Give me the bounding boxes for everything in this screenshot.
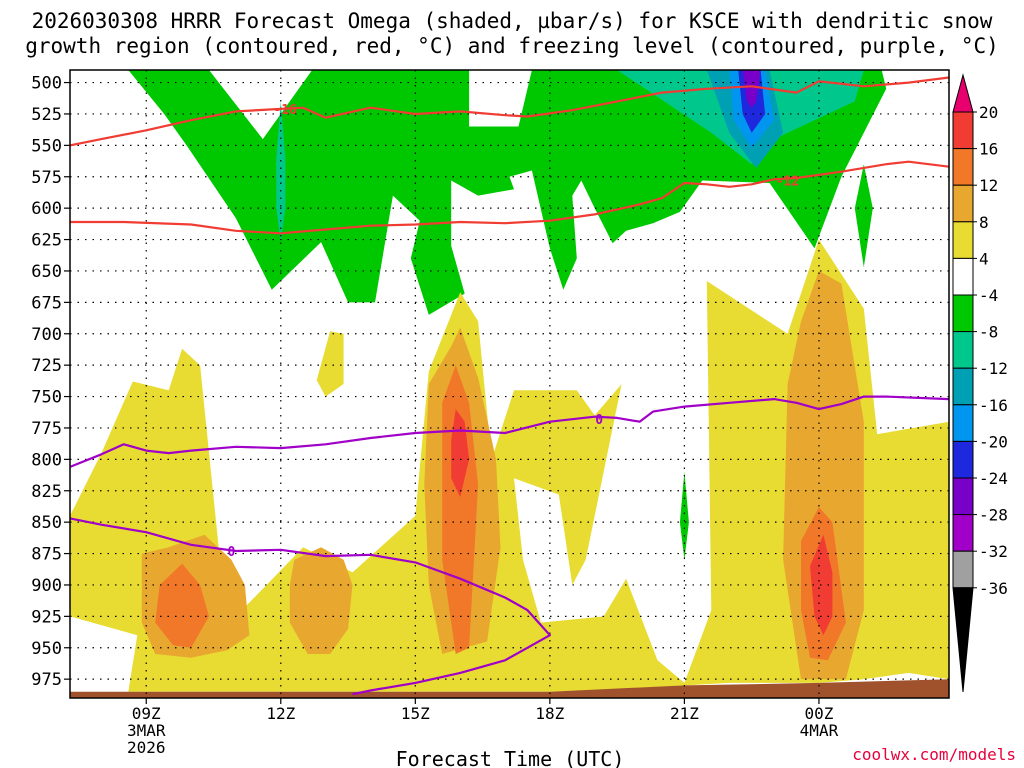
omega-region-green-0 [128,70,887,315]
x-tick-label-12-0: 12Z [266,704,295,723]
colorbar-label-3: 8 [979,213,989,232]
y-tick-label-950: 950 [31,639,62,659]
colorbar-swatch-8 [952,367,974,406]
y-tick-label-875: 875 [31,545,62,565]
contour-label-dgz-m12: -12 [776,175,799,190]
colorbar-swatch-11 [952,477,974,516]
x-tick-label-9-2: 2026 [127,738,166,757]
omega-region-gold-12 [289,547,353,654]
contour-frz-0-lower [70,517,552,696]
y-tick-label-700: 700 [31,325,62,345]
y-tick-label-575: 575 [31,168,62,188]
terrain-fill [70,679,949,698]
colorbar-swatch-13 [952,550,974,589]
contour-dgz-m12 [70,160,949,235]
omega-region-green-1 [854,164,873,268]
y-tick-label-650: 650 [31,262,62,282]
y-tick-label-625: 625 [31,231,62,251]
y-tick-label-500: 500 [31,74,62,94]
colorbar-label-11: -28 [979,506,1008,525]
colorbar-label-2: 12 [979,176,998,195]
contour-lines: -16 -12 0 0 [70,76,949,696]
contour-frz-0-upper [70,395,949,468]
colorbar-label-1: 16 [979,140,998,159]
colorbar-label-8: -16 [979,396,1008,415]
colorbar-label-9: -20 [979,432,1008,451]
y-tick-label-550: 550 [31,136,62,156]
colorbar-label-7: -12 [979,359,1008,378]
y-tick-label-800: 800 [31,450,62,470]
x-tick-label-9-0: 09Z [132,704,161,723]
y-tick-label-900: 900 [31,576,62,596]
colorbar-label-0: 20 [979,103,998,122]
colorbar-swatch-7 [952,331,974,369]
omega-region-yellow-10 [316,331,344,397]
colorbar-label-12: -32 [979,542,1008,561]
colorbar-swatch-3 [952,184,974,223]
chart-title-line2: growth region (contoured, red, °C) and f… [25,34,999,58]
contour-label-dgz-m16: -16 [274,103,298,118]
omega-region-green-2 [679,471,689,560]
y-tick-label-975: 975 [31,670,62,690]
y-tick-label-775: 775 [31,419,62,439]
omega-region-purple-8 [742,70,761,108]
omega-region-yellow-9 [70,239,949,692]
contour-label-frz-0-upper: 0 [595,413,603,428]
colorbar-swatch-2 [952,148,974,186]
omega-region-teal-3 [276,101,286,243]
contour-label-frz-0-lower: 0 [228,545,236,560]
terrain-layer [70,679,949,698]
chart-title-line1: 2026030308 HRRR Forecast Omega (shaded, … [32,9,993,33]
contour-dgz-m16 [70,76,949,147]
colorbar-swatch-6 [952,294,974,333]
x-tick-label-21-0: 21Z [670,704,699,723]
colorbar-label-6: -8 [979,323,998,342]
y-tick-label-525: 525 [31,105,62,125]
colorbar-swatch-9 [952,404,974,442]
x-tick-label-24-1: 4MAR [800,721,839,740]
x-axis-label: Forecast Time (UTC) [396,747,625,768]
x-tick-label-18-0: 18Z [535,704,564,723]
colorbar-label-10: -24 [979,469,1008,488]
y-tick-label-925: 925 [31,607,62,627]
y-axis: 500 525 550 575 600 625 650 675 700 725 750 775 800 8… [31,74,70,690]
y-tick-label-675: 675 [31,293,62,313]
y-tick-label-725: 725 [31,356,62,376]
y-tick-label-825: 825 [31,482,62,502]
colorbar-swatch-12 [952,514,974,552]
colorbar-swatch-5 [952,257,974,296]
y-tick-label-600: 600 [31,199,62,219]
x-tick-label-15-0: 15Z [401,704,430,723]
colorbar-label-13: -36 [979,579,1008,598]
plot-frame [69,69,950,699]
colorbar-swatch-1 [952,111,974,150]
y-tick-label-850: 850 [31,513,62,533]
colorbar-label-5: -4 [979,286,998,305]
x-tick-label-9-1: 3MAR [127,721,166,740]
colorbar-top-arrow [952,73,974,113]
omega-shading [70,70,949,692]
y-tick-label-750: 750 [31,388,62,408]
credit-text: coolwx.com/models [852,745,1016,764]
colorbar-swatch-4 [952,221,974,259]
colorbar-swatch-10 [952,440,974,479]
colorbar: 20 16 12 8 4 -4 -8 -12 -16 -20 -24 -28 -32 -36 [952,73,1008,693]
colorbar-bottom-arrow [952,587,974,693]
x-tick-label-24-0: 00Z [804,704,833,723]
colorbar-label-4: 4 [979,249,989,268]
